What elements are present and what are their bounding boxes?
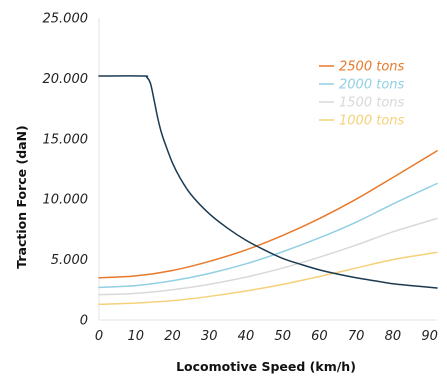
x-tick-label: 50: [274, 329, 291, 344]
axes: [98, 18, 437, 321]
y-tick-label: 15.000: [43, 132, 89, 147]
x-tick-label: 30: [201, 329, 218, 344]
legend: 2500 tons 2000 tons 1500 tons 1000 tons: [319, 60, 405, 129]
x-tick-label: 60: [311, 329, 328, 344]
x-tick-label: 40: [238, 329, 255, 344]
x-tick-labels: 0 10 20 30 40 50 60 70 80 90: [95, 329, 438, 344]
legend-label: 2500 tons: [339, 60, 405, 75]
series-lines: [98, 75, 438, 306]
y-tick-label: 25.000: [43, 12, 89, 27]
traction-curve-line: [98, 75, 438, 289]
y-tick-label: 5.000: [51, 253, 88, 268]
x-tick-label: 90: [421, 329, 438, 344]
series-line: [98, 150, 438, 279]
series-line: [98, 251, 438, 306]
x-tick-label: 80: [385, 329, 402, 344]
x-tick-label: 20: [164, 329, 181, 344]
y-axis-label: Traction Force (daN): [14, 125, 29, 269]
x-tick-label: 10: [127, 329, 144, 344]
x-axis-label: Locomotive Speed (km/h): [176, 359, 356, 374]
x-tick-label: 70: [348, 329, 365, 344]
legend-label: 2000 tons: [339, 78, 405, 93]
series-line: [98, 182, 438, 289]
y-tick-label: 20.000: [43, 72, 89, 87]
legend-label: 1500 tons: [339, 96, 405, 111]
y-tick-label: 10.000: [43, 193, 89, 208]
x-tick-label: 0: [95, 329, 103, 344]
series-line: [98, 217, 438, 296]
legend-label: 1000 tons: [339, 114, 405, 129]
y-tick-label: 0: [80, 314, 88, 329]
y-tick-labels: 0 5.000 10.000 15.000 20.000 25.000: [43, 12, 89, 329]
